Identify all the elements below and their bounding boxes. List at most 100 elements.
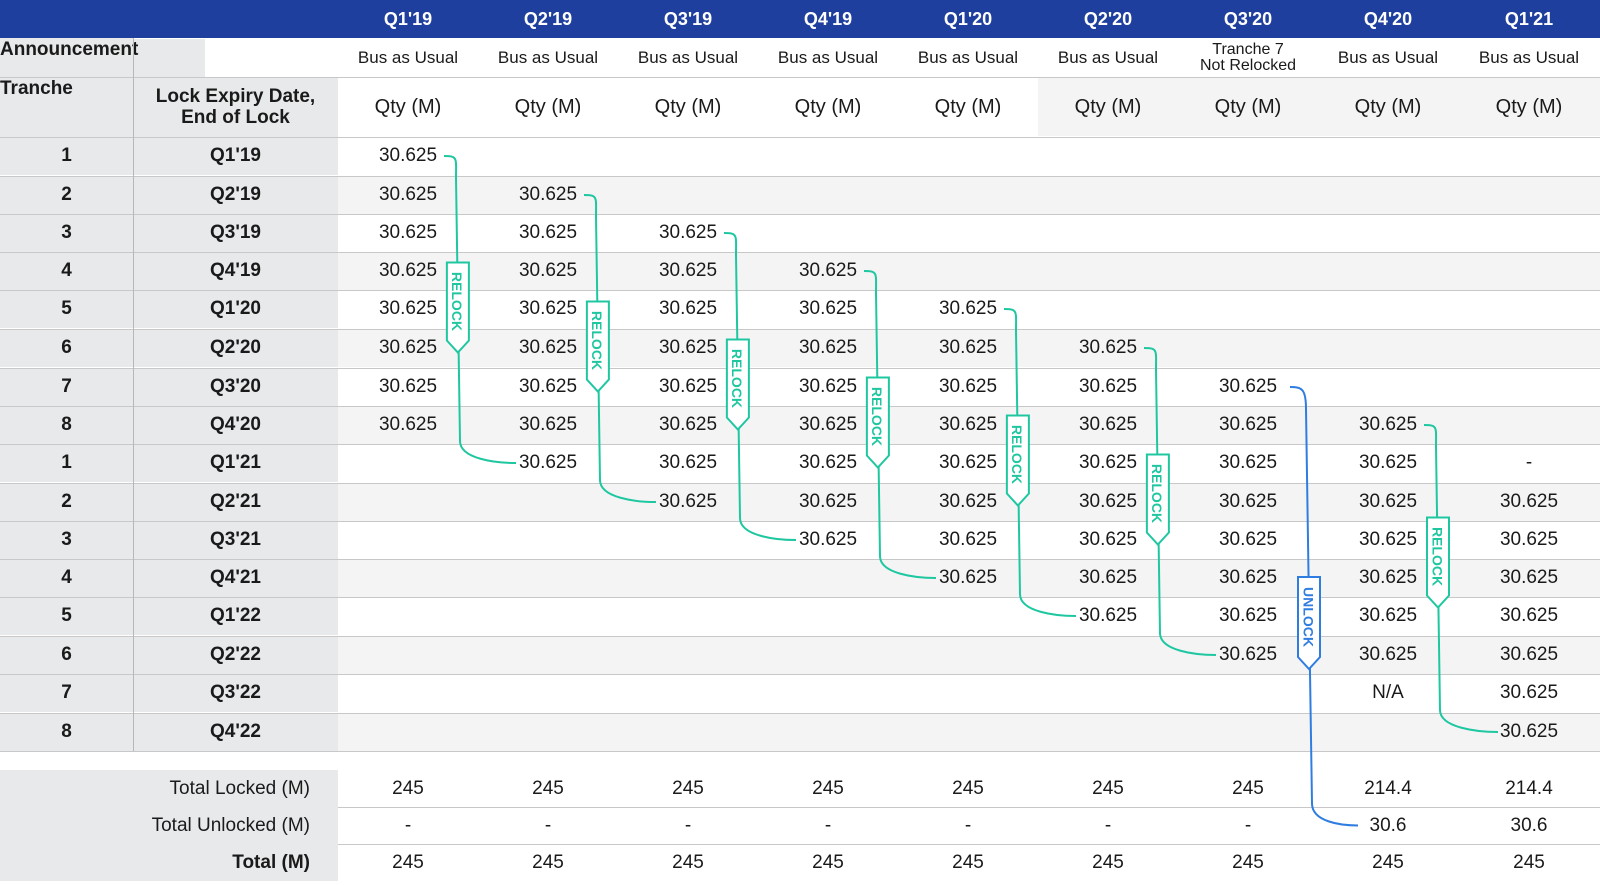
relock-arrow: [1143, 347, 1217, 656]
total-value: -: [1244, 814, 1252, 836]
relock-arrow: [443, 155, 517, 464]
qty-value: 30.625: [518, 222, 578, 243]
announcement-value: Bus as Usual: [478, 38, 618, 77]
tranche-number: 8: [0, 406, 133, 444]
qty-value: 30.625: [798, 414, 858, 435]
tranche-number: 6: [0, 636, 133, 674]
qty-value: 30.625: [938, 414, 998, 435]
qty-value: 30.625: [1358, 644, 1418, 665]
total-value: -: [824, 814, 832, 836]
qty-value: 30.625: [378, 222, 438, 243]
qty-value: 30.625: [1218, 491, 1278, 512]
total-value: 245: [812, 777, 844, 799]
relock-badge: RELOCK: [445, 261, 470, 354]
qty-value: 30.625: [518, 298, 578, 319]
qty-value: 30.625: [658, 452, 718, 473]
announcement-text: Tranche 7: [1212, 40, 1284, 58]
total-label: Total (M): [0, 844, 338, 881]
qty-value: 30.625: [1218, 644, 1278, 665]
lock-expiry-header: Lock Expiry Date, End of Lock: [133, 77, 338, 137]
announcement-value: Bus as Usual: [338, 38, 478, 77]
qty-header: Qty (M): [1074, 95, 1142, 118]
lock-expiry-quarter: Q2'22: [133, 636, 338, 674]
quarter-header: Q3'20: [1178, 0, 1318, 38]
qty-value: 30.625: [1499, 644, 1559, 665]
qty-value: 30.625: [518, 452, 578, 473]
column-shading: [1038, 77, 1600, 136]
row-divider: [0, 176, 1600, 177]
announcement-value: Tranche 7 Not Relocked: [1178, 38, 1318, 77]
qty-header: Qty (M): [374, 95, 442, 118]
tranche-number: 1: [0, 137, 133, 175]
row-divider: [0, 483, 1600, 484]
announcement-text: Bus as Usual: [1478, 47, 1580, 67]
qty-value: 30.625: [658, 414, 718, 435]
qty-value: 30.625: [658, 491, 718, 512]
qty-value: 30.625: [378, 260, 438, 281]
unlock-badge: UNLOCK: [1297, 576, 1321, 671]
qty-value: 30.625: [1358, 414, 1418, 435]
quarter-header: Q4'20: [1318, 0, 1458, 38]
qty-value: 30.625: [1078, 376, 1138, 397]
lock-expiry-quarter: Q2'20: [133, 329, 338, 367]
qty-value: 30.625: [378, 298, 438, 319]
qty-value: 30.625: [658, 298, 718, 319]
qty-value: 30.625: [1358, 491, 1418, 512]
total-value: 245: [392, 851, 424, 873]
tranche-number: 8: [0, 713, 133, 751]
qty-value: 30.625: [658, 260, 718, 281]
qty-value: 30.625: [798, 452, 858, 473]
lock-expiry-quarter: Q1'22: [133, 597, 338, 635]
relock-badge: RELOCK: [585, 300, 610, 393]
tranche-number: 2: [0, 176, 133, 214]
unlock-arrow: [1289, 386, 1359, 827]
total-value: 245: [952, 777, 984, 799]
row-divider: [0, 137, 1600, 138]
qty-value: 30.625: [798, 337, 858, 358]
qty-value: 30.625: [1078, 414, 1138, 435]
quarter-header: Q2'19: [478, 0, 618, 38]
tranche-number: 3: [0, 521, 133, 559]
total-value: -: [544, 814, 552, 836]
qty-value: 30.625: [798, 529, 858, 550]
qty-value: 30.625: [1078, 452, 1138, 473]
qty-value: 30.625: [1358, 605, 1418, 626]
lock-expiry-quarter: Q1'21: [133, 444, 338, 482]
qty-value: 30.625: [518, 260, 578, 281]
lock-expiry-quarter: Q1'19: [133, 137, 338, 175]
total-value: 245: [1092, 777, 1124, 799]
qty-value: 30.625: [938, 337, 998, 358]
announcement-value: Bus as Usual: [618, 38, 758, 77]
tranche-number: 5: [0, 597, 133, 635]
qty-value: 30.625: [1358, 567, 1418, 588]
qty-header: Qty (M): [1214, 95, 1282, 118]
row-divider: [0, 751, 1600, 752]
qty-header: Qty (M): [794, 95, 862, 118]
qty-value: 30.625: [518, 337, 578, 358]
relock-badge: RELOCK: [1426, 516, 1450, 609]
tranche-number: 4: [0, 252, 133, 290]
announcement-text: Bus as Usual: [637, 47, 739, 67]
row-divider: [0, 807, 1600, 808]
qty-value: 30.625: [378, 376, 438, 397]
announcement-value: Bus as Usual: [1318, 38, 1458, 77]
row-divider: [0, 77, 1600, 78]
total-value: 245: [812, 851, 844, 873]
lock-expiry-header-text: End of Lock: [181, 107, 290, 128]
qty-value: 30.625: [658, 376, 718, 397]
total-value: 245: [1513, 851, 1545, 873]
qty-value: N/A: [1372, 682, 1404, 703]
qty-value: 30.625: [518, 414, 578, 435]
qty-value: 30.625: [518, 376, 578, 397]
header-corner: [0, 0, 338, 38]
relock-badge: RELOCK: [865, 376, 890, 469]
tranche-number: 1: [0, 444, 133, 482]
row-shading: [338, 252, 1600, 290]
announcement-text: Bus as Usual: [357, 47, 459, 67]
qty-value: 30.625: [1078, 605, 1138, 626]
qty-value: 30.625: [378, 337, 438, 358]
qty-value: 30.625: [518, 184, 578, 205]
qty-value: 30.625: [1499, 567, 1559, 588]
